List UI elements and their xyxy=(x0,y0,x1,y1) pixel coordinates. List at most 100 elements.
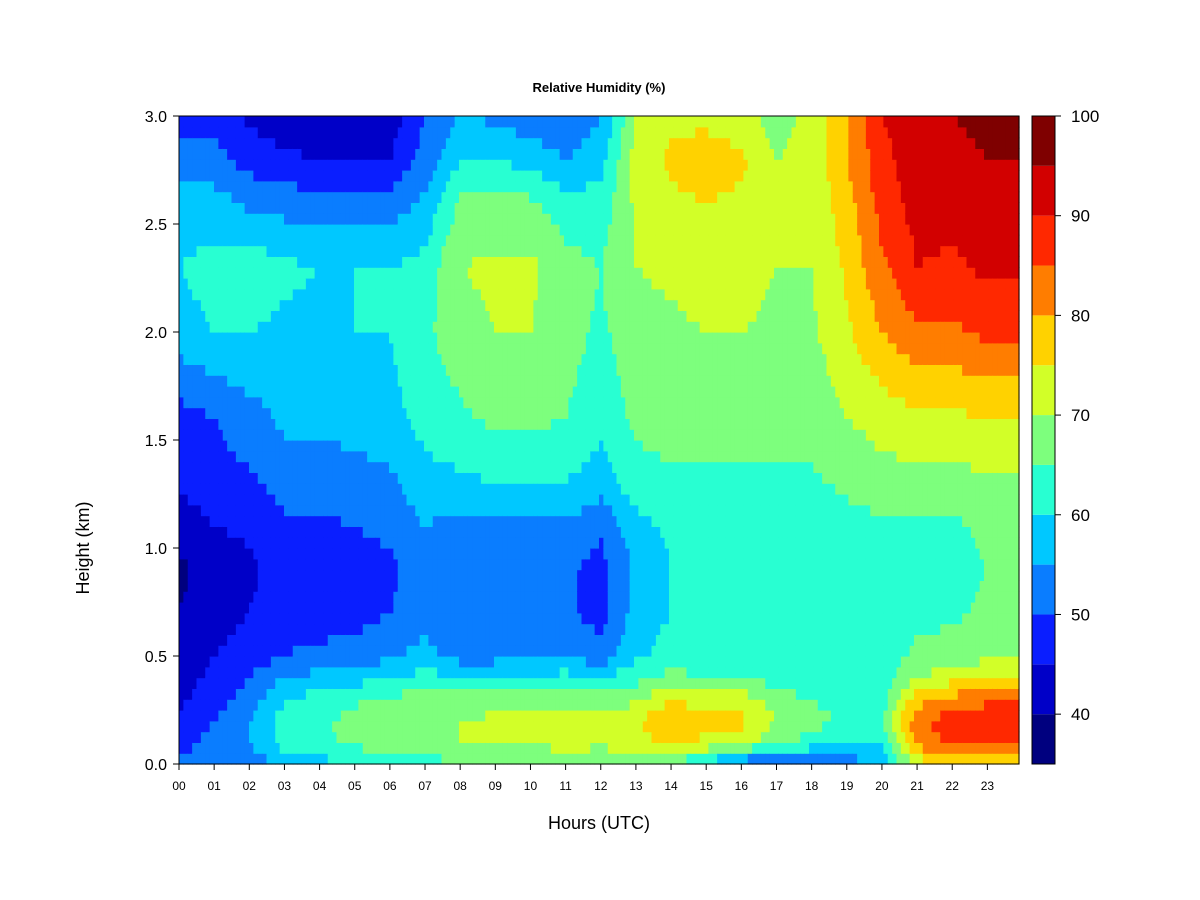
heatmap-cell xyxy=(432,159,438,171)
heatmap-cell xyxy=(205,170,211,182)
heatmap-cell xyxy=(480,720,486,733)
heatmap-cell xyxy=(214,375,219,387)
heatmap-cell xyxy=(231,278,237,290)
heatmap-cell xyxy=(249,159,254,171)
heatmap-cell xyxy=(301,288,307,301)
heatmap-cell xyxy=(354,407,359,419)
heatmap-cell xyxy=(463,180,469,193)
heatmap-cell xyxy=(537,645,543,657)
heatmap-cell xyxy=(441,656,447,668)
heatmap-cell xyxy=(454,159,460,171)
heatmap-cell xyxy=(209,537,215,549)
heatmap-cell xyxy=(214,213,219,225)
heatmap-cell xyxy=(428,321,434,333)
heatmap-cell xyxy=(524,256,530,268)
heatmap-cell xyxy=(507,299,513,311)
heatmap-cell xyxy=(428,634,434,646)
heatmap-cell xyxy=(214,483,219,495)
heatmap-cell xyxy=(319,418,324,430)
heatmap-cell xyxy=(192,753,198,765)
heatmap-cell xyxy=(419,310,425,322)
heatmap-cell xyxy=(332,234,338,247)
heatmap-cell xyxy=(240,580,246,592)
heatmap-cell xyxy=(327,580,333,592)
heatmap-cell xyxy=(310,612,316,625)
heatmap-cell xyxy=(415,699,421,711)
heatmap-cell xyxy=(218,548,224,560)
heatmap-cell xyxy=(187,666,193,679)
heatmap-cell xyxy=(345,645,351,657)
heatmap-cell xyxy=(432,753,438,765)
heatmap-cell xyxy=(437,440,443,452)
heatmap-cell xyxy=(472,450,478,463)
heatmap-cell xyxy=(467,461,473,473)
heatmap-cell xyxy=(310,213,316,225)
heatmap-cell xyxy=(511,645,517,657)
heatmap-cell xyxy=(463,537,469,549)
heatmap-cell xyxy=(463,224,469,236)
heatmap-cell xyxy=(362,137,368,149)
heatmap-cell xyxy=(319,720,324,733)
heatmap-cell xyxy=(380,591,386,603)
heatmap-cell xyxy=(515,688,521,700)
heatmap-cell xyxy=(511,245,517,257)
heatmap-cell xyxy=(270,472,276,484)
heatmap-cell xyxy=(529,580,534,592)
heatmap-cell xyxy=(305,537,311,549)
heatmap-cell xyxy=(371,310,377,322)
heatmap-cell xyxy=(511,688,517,700)
heatmap-cell xyxy=(371,342,377,355)
heatmap-cell xyxy=(454,148,460,160)
heatmap-cell xyxy=(323,677,329,689)
heatmap-cell xyxy=(450,332,456,344)
heatmap-cell xyxy=(301,548,307,560)
heatmap-cell xyxy=(209,180,215,193)
heatmap-cell xyxy=(380,159,386,171)
heatmap-cell xyxy=(529,602,534,614)
heatmap-cell xyxy=(192,386,198,398)
heatmap-cell xyxy=(406,429,412,441)
heatmap-cell xyxy=(415,375,421,387)
heatmap-cell xyxy=(397,753,403,765)
heatmap-cell xyxy=(358,407,364,419)
heatmap-cell xyxy=(498,191,504,203)
heatmap-cell xyxy=(332,742,338,754)
heatmap-cell xyxy=(463,602,469,614)
heatmap-cell xyxy=(187,623,193,635)
heatmap-cell xyxy=(480,310,486,322)
heatmap-cell xyxy=(257,375,263,387)
heatmap-cell xyxy=(183,450,189,463)
heatmap-cell xyxy=(227,234,233,247)
heatmap-cell xyxy=(467,321,473,333)
heatmap-cell xyxy=(397,742,403,754)
heatmap-cell xyxy=(437,580,443,592)
heatmap-cell xyxy=(485,407,491,419)
heatmap-cell xyxy=(349,180,355,193)
heatmap-cell xyxy=(183,375,189,387)
heatmap-cell xyxy=(441,267,447,279)
heatmap-cell xyxy=(419,256,425,268)
heatmap-cell xyxy=(498,710,504,722)
heatmap-cell xyxy=(301,170,307,182)
heatmap-cell xyxy=(349,375,355,387)
heatmap-cell xyxy=(310,321,316,333)
heatmap-cell xyxy=(253,137,259,149)
heatmap-cell xyxy=(218,418,224,430)
heatmap-cell xyxy=(301,461,307,473)
heatmap-cell xyxy=(249,645,254,657)
heatmap-cell xyxy=(340,310,346,322)
heatmap-cell xyxy=(222,429,228,441)
heatmap-cell xyxy=(196,375,202,387)
heatmap-cell xyxy=(240,710,246,722)
heatmap-cell xyxy=(467,515,473,527)
heatmap-cell xyxy=(336,342,342,355)
heatmap-cell xyxy=(244,656,250,668)
heatmap-cell xyxy=(380,396,386,409)
heatmap-cell xyxy=(231,440,237,452)
heatmap-cell xyxy=(502,602,508,614)
heatmap-cell xyxy=(231,310,237,322)
heatmap-cell xyxy=(432,180,438,193)
heatmap-cell xyxy=(393,526,399,538)
heatmap-cell xyxy=(515,677,521,689)
heatmap-cell xyxy=(537,472,543,484)
